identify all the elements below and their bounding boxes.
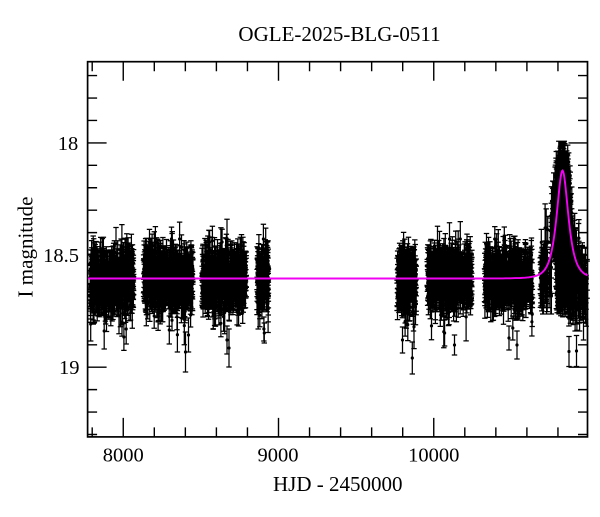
svg-text:19: 19 [59, 357, 80, 379]
svg-text:18: 18 [58, 133, 79, 155]
svg-text:8000: 8000 [103, 444, 144, 466]
svg-text:9000: 9000 [258, 444, 299, 466]
svg-text:I magnitude: I magnitude [14, 197, 38, 298]
svg-text:18.5: 18.5 [43, 245, 79, 267]
svg-text:10000: 10000 [408, 444, 459, 466]
svg-text:OGLE-2025-BLG-0511: OGLE-2025-BLG-0511 [238, 22, 440, 46]
svg-text:HJD - 2450000: HJD - 2450000 [273, 472, 403, 496]
